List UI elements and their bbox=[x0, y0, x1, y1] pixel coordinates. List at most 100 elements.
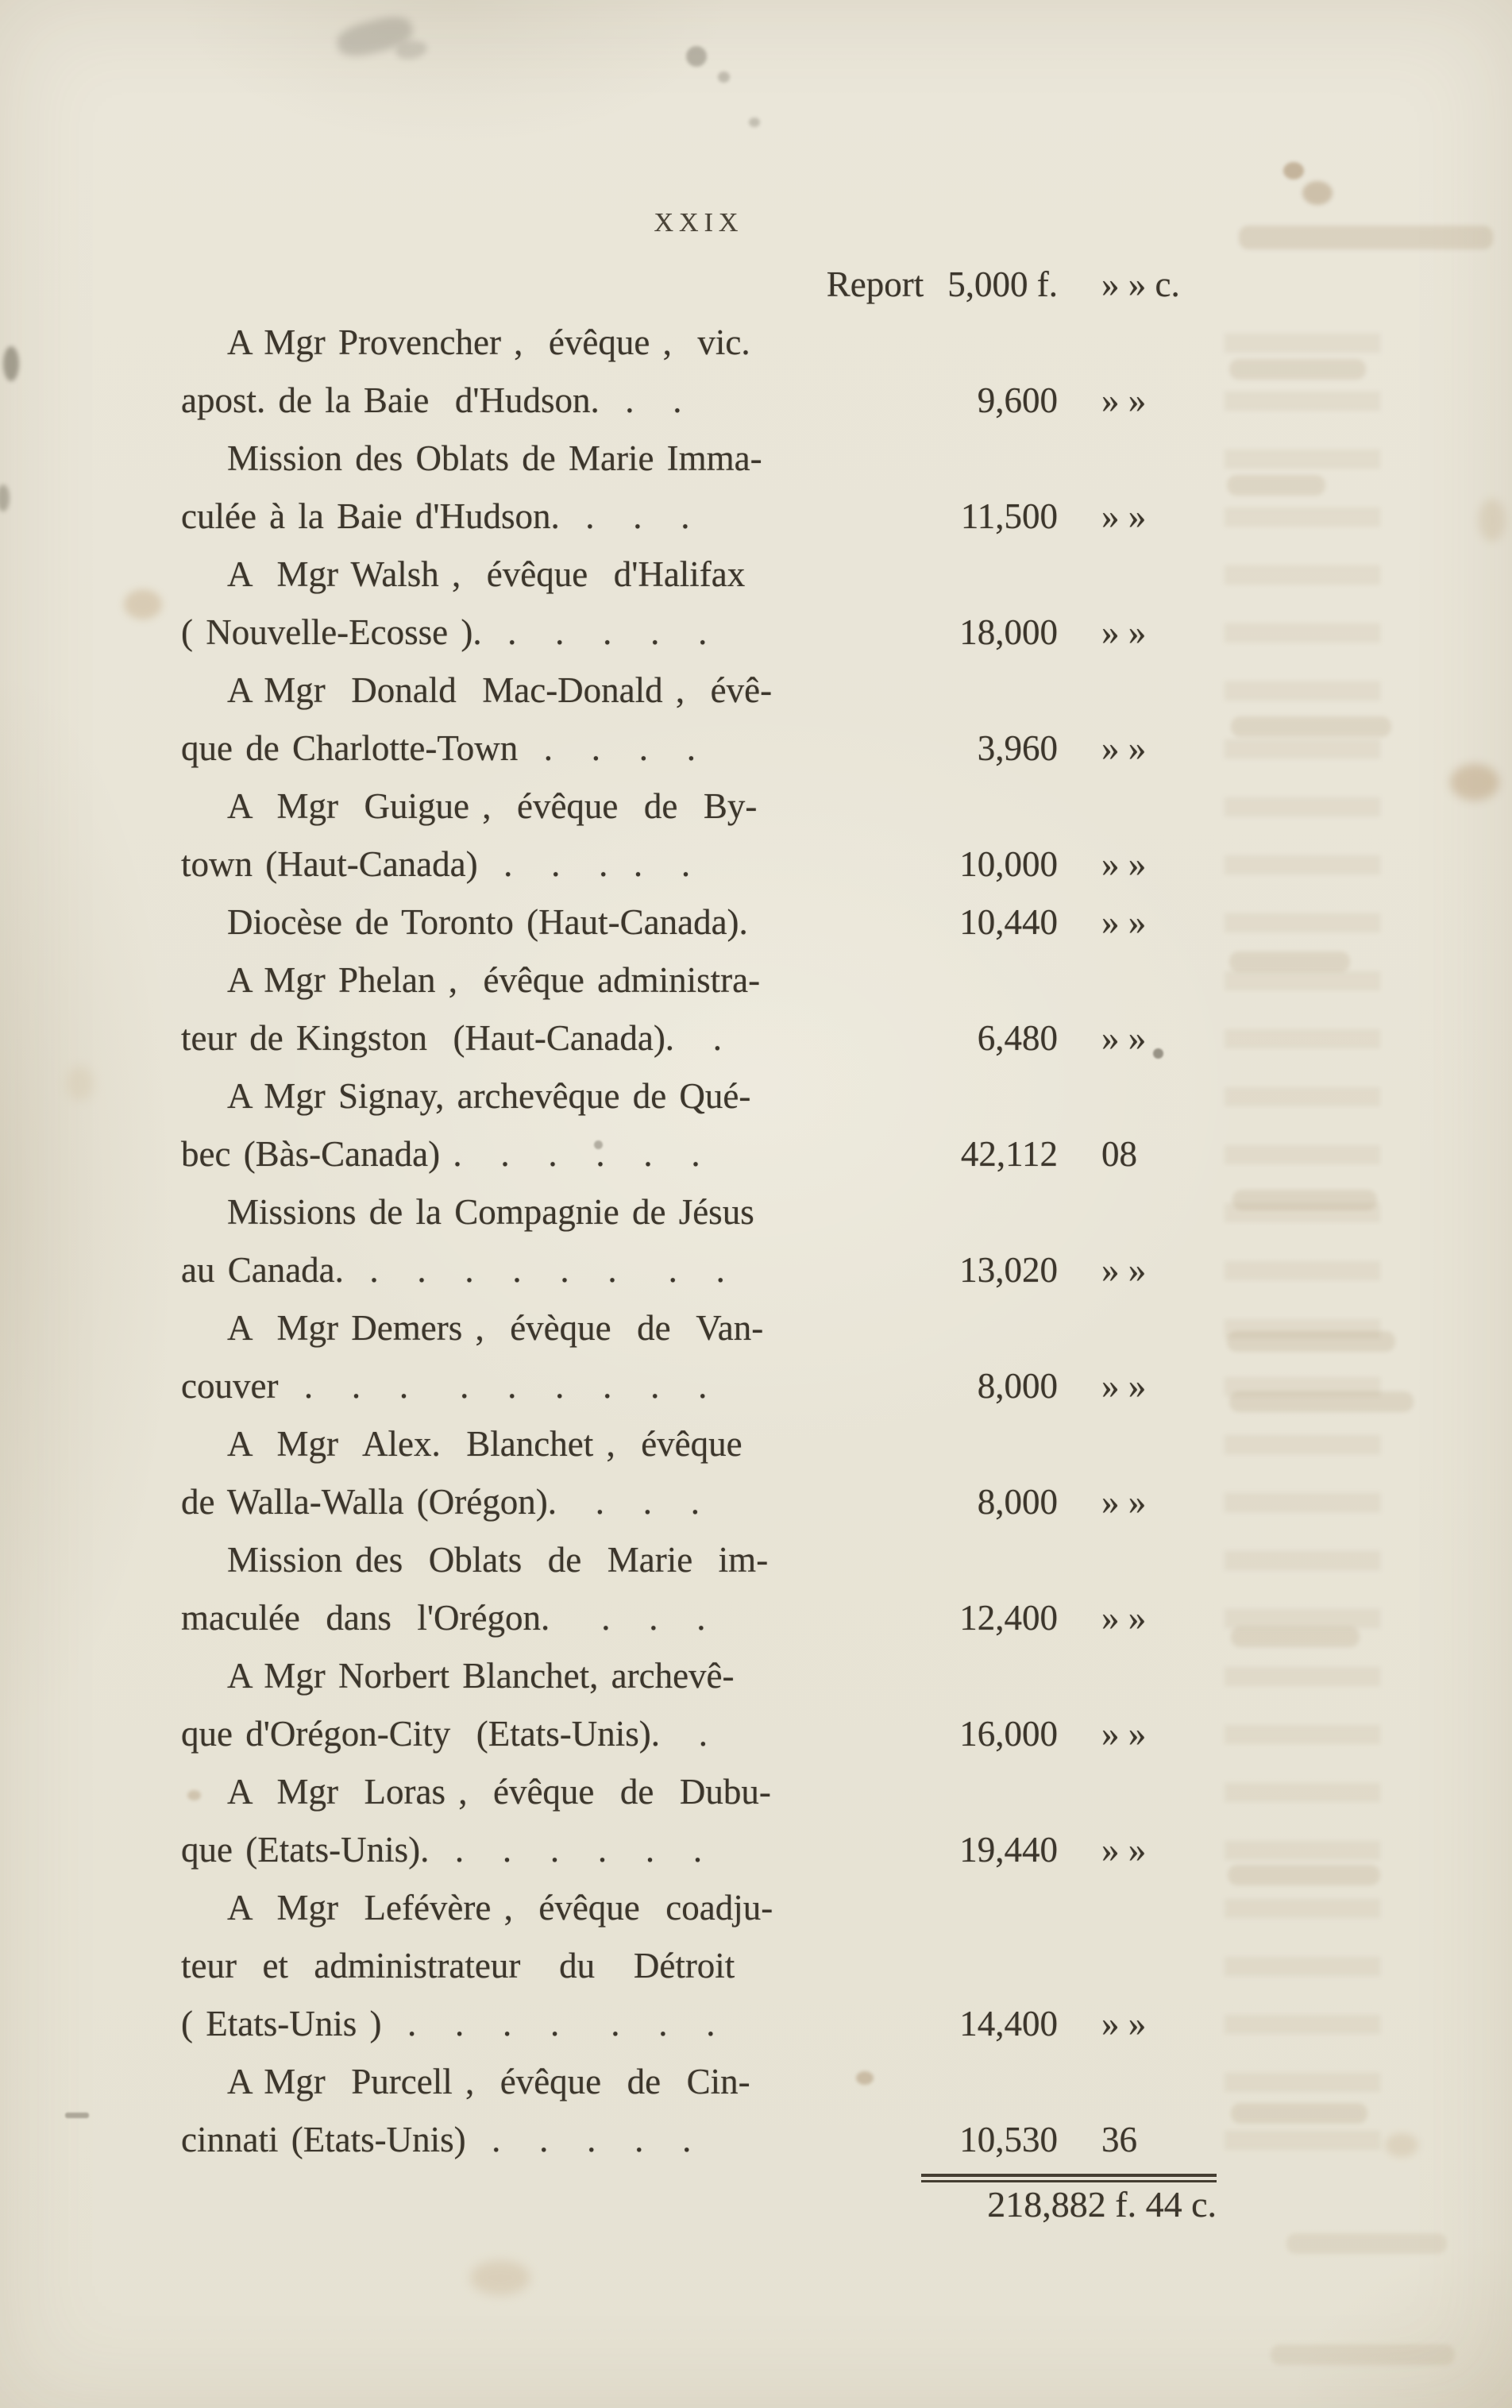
row-text: Diocèse de Toronto (Haut-Canada). bbox=[227, 902, 748, 942]
row-text: teur et administrateur du Détroit bbox=[181, 1946, 735, 1985]
bleed-through-smudge bbox=[1227, 1331, 1395, 1352]
row-cents: » » bbox=[1101, 380, 1147, 420]
bleed-through-smudge bbox=[1227, 475, 1325, 496]
row-amount: 18,000 bbox=[959, 612, 1058, 652]
stain bbox=[1302, 181, 1333, 205]
ledger-row: teur de Kingston (Haut-Canada). . 6,480 » … bbox=[181, 1009, 1217, 1067]
ledger-row: que (Etats-Unis). . . . . . . 19,440 » » bbox=[181, 1821, 1217, 1879]
row-text: A Mgr Purcell , évêque de Cin- bbox=[227, 2062, 750, 2101]
row-text: culée à la Baie d'Hudson. . . . bbox=[181, 496, 690, 536]
stain bbox=[1385, 2133, 1418, 2157]
bleed-through-smudge bbox=[1229, 359, 1366, 380]
row-text: A Mgr Donald Mac-Donald , évê- bbox=[227, 670, 773, 710]
row-amount: 12,400 bbox=[959, 1598, 1058, 1638]
bleed-through-smudge bbox=[1271, 2344, 1455, 2365]
report-cents: » » c. bbox=[1101, 264, 1180, 304]
bleed-through-column bbox=[1225, 334, 1380, 2184]
row-text: au Canada. . . . . . . . . bbox=[181, 1250, 725, 1290]
row-cents: » » bbox=[1101, 1714, 1147, 1754]
bleed-through-smudge bbox=[1231, 716, 1391, 737]
ledger-row: bec (Bàs-Canada) . . . . . . 42,112 08 bbox=[181, 1125, 1217, 1183]
row-text: A Mgr Alex. Blanchet , évêque bbox=[227, 1424, 742, 1464]
ledger-row: A Mgr Phelan , évêque administra- bbox=[181, 951, 1217, 1009]
report-label: Report bbox=[826, 264, 924, 304]
row-text: couver . . . . . . . . . bbox=[181, 1366, 708, 1406]
row-cents: » » bbox=[1101, 844, 1147, 884]
row-text: A Mgr Provencher , évêque , vic. bbox=[227, 322, 750, 362]
row-cents: » » bbox=[1101, 1018, 1147, 1058]
ledger-row: A Mgr Walsh , évêque d'Halifax bbox=[181, 546, 1217, 604]
ledger-row: A Mgr Norbert Blanchet, archevê- bbox=[181, 1647, 1217, 1705]
report-amount: 5,000 f. bbox=[947, 264, 1058, 304]
row-text: Mission des Oblats de Marie Imma- bbox=[227, 438, 762, 478]
stain bbox=[67, 1066, 94, 1101]
bleed-through-smudge bbox=[1229, 1391, 1414, 1412]
ledger-row: A Mgr Signay, archevêque de Qué- bbox=[181, 1067, 1217, 1125]
row-amount: 14,400 bbox=[959, 2004, 1058, 2043]
ledger-row: maculée dans l'Orégon. . . . 12,400 » » bbox=[181, 1589, 1217, 1647]
stain bbox=[394, 38, 429, 62]
bleed-through-smudge bbox=[1231, 1627, 1360, 1647]
row-cents: » » bbox=[1101, 1598, 1147, 1638]
row-cents: » » bbox=[1101, 496, 1147, 536]
bleed-through-smudge bbox=[1231, 2103, 1367, 2124]
row-cents: » » bbox=[1101, 1366, 1147, 1406]
ledger-text-block: Report 5,000 f. » » c. A Mgr Provencher … bbox=[181, 256, 1217, 2232]
ledger-row: A Mgr Lefévère , évêque coadju- bbox=[181, 1879, 1217, 1937]
row-cents: » » bbox=[1101, 2004, 1147, 2043]
row-text: cinnati (Etats-Unis) . . . . . bbox=[181, 2120, 692, 2159]
stain bbox=[718, 71, 730, 83]
ledger-row: culée à la Baie d'Hudson. . . . 11,500 » » bbox=[181, 488, 1217, 546]
stain bbox=[3, 346, 19, 381]
row-amount: 3,960 bbox=[977, 728, 1058, 768]
row-cents: 08 bbox=[1101, 1134, 1137, 1174]
row-text: A Mgr Lefévère , évêque coadju- bbox=[227, 1888, 773, 1928]
row-cents: » » bbox=[1101, 728, 1147, 768]
ledger-row: que de Charlotte-Town . . . . 3,960 » » bbox=[181, 720, 1217, 778]
row-text: Mission des Oblats de Marie im- bbox=[227, 1540, 769, 1580]
grand-total: 218,882 f. 44 c. bbox=[987, 2184, 1217, 2225]
stain bbox=[334, 11, 416, 62]
ledger-row: que d'Orégon-City (Etats-Unis). . 16,000 »… bbox=[181, 1705, 1217, 1763]
ledger-row: ( Nouvelle-Ecosse ). . . . . . 18,000 » » bbox=[181, 604, 1217, 662]
ledger-row: A Mgr Alex. Blanchet , évêque bbox=[181, 1415, 1217, 1473]
ledger-row: Mission des Oblats de Marie Imma- bbox=[181, 430, 1217, 488]
row-text: A Mgr Walsh , évêque d'Halifax bbox=[227, 554, 746, 594]
bleed-through-smudge bbox=[1286, 2233, 1447, 2254]
ledger-row: cinnati (Etats-Unis) . . . . . 10,530 36 bbox=[181, 2111, 1217, 2169]
row-text: que de Charlotte-Town . . . . bbox=[181, 728, 696, 768]
stain bbox=[65, 2113, 89, 2118]
row-amount: 16,000 bbox=[959, 1714, 1058, 1754]
row-cents: » » bbox=[1101, 612, 1147, 652]
stain bbox=[1479, 499, 1506, 542]
row-text: de Walla-Walla (Orégon). . . . bbox=[181, 1482, 700, 1522]
ledger-row: ( Etats-Unis ) . . . . . . . 14,400 » » bbox=[181, 1995, 1217, 2053]
ledger-row: A Mgr Purcell , évêque de Cin- bbox=[181, 2053, 1217, 2111]
row-text: ( Etats-Unis ) . . . . . . . bbox=[181, 2004, 716, 2043]
ledger-row: A Mgr Donald Mac-Donald , évê- bbox=[181, 662, 1217, 720]
stain bbox=[1450, 764, 1499, 801]
row-cents: » » bbox=[1101, 1250, 1147, 1290]
row-amount: 10,440 bbox=[959, 902, 1058, 942]
row-amount: 10,530 bbox=[959, 2120, 1058, 2159]
row-text: apost. de la Baie d'Hudson. . . bbox=[181, 380, 682, 420]
row-amount: 42,112 bbox=[960, 1134, 1058, 1174]
row-text: que (Etats-Unis). . . . . . . bbox=[181, 1830, 703, 1870]
row-text: A Mgr Norbert Blanchet, archevê- bbox=[227, 1656, 735, 1696]
row-amount: 8,000 bbox=[977, 1366, 1058, 1406]
row-cents: » » bbox=[1101, 1482, 1147, 1522]
row-text: Missions de la Compagnie de Jésus bbox=[227, 1192, 754, 1232]
ledger-row: teur et administrateur du Détroit bbox=[181, 1937, 1217, 1995]
row-text: teur de Kingston (Haut-Canada). . bbox=[181, 1018, 723, 1058]
row-amount: 19,440 bbox=[959, 1830, 1058, 1870]
total-rule bbox=[921, 2174, 1217, 2182]
ledger-row: A Mgr Guigue , évêque de By- bbox=[181, 778, 1217, 835]
ledger-row: A Mgr Demers , évèque de Van- bbox=[181, 1299, 1217, 1357]
row-text: que d'Orégon-City (Etats-Unis). . bbox=[181, 1714, 708, 1754]
row-amount: 13,020 bbox=[959, 1250, 1058, 1290]
ledger-row: couver . . . . . . . . . 8,000 » » bbox=[181, 1357, 1217, 1415]
ledger-row: de Walla-Walla (Orégon). . . . 8,000 » » bbox=[181, 1473, 1217, 1531]
row-text: A Mgr Signay, archevêque de Qué- bbox=[227, 1076, 751, 1116]
row-amount: 10,000 bbox=[959, 844, 1058, 884]
bleed-through-smudge bbox=[1239, 226, 1493, 249]
